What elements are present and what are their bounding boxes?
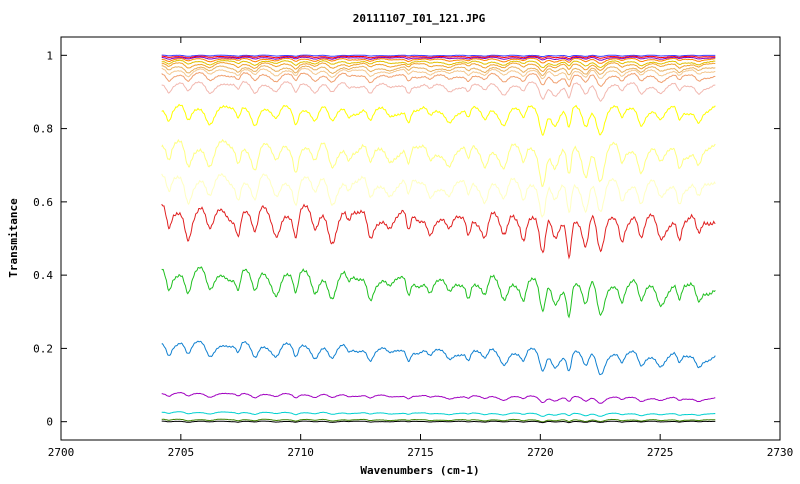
series-line — [161, 391, 716, 404]
x-tick-label: 2730 — [767, 446, 794, 459]
series-line — [161, 56, 716, 61]
x-tick-label: 2705 — [168, 446, 195, 459]
x-tick-label: 2700 — [48, 446, 75, 459]
series-line — [161, 138, 716, 188]
series-line — [161, 55, 716, 60]
chart-title: 20111107_I01_121.JPG — [353, 12, 486, 25]
y-tick-label: 0.8 — [33, 123, 53, 136]
series-line — [161, 67, 716, 81]
y-tick-label: 1 — [46, 49, 53, 62]
series-line — [161, 80, 716, 102]
series-line — [161, 418, 716, 423]
y-tick-label: 0.2 — [33, 342, 53, 355]
series-line — [161, 57, 716, 64]
series-line — [161, 340, 716, 376]
series-line — [161, 71, 716, 88]
series-line — [161, 54, 716, 58]
series-layer — [161, 54, 716, 424]
x-tick-label: 2720 — [527, 446, 554, 459]
x-axis-label: Wavenumbers (cm-1) — [360, 464, 479, 477]
y-tick-label: 0.6 — [33, 196, 53, 209]
series-line — [161, 61, 716, 73]
x-tick-label: 2725 — [647, 446, 674, 459]
y-axis-label: Transmitance — [7, 198, 20, 278]
series-line — [161, 172, 716, 218]
series-line — [161, 266, 716, 319]
y-tick-label: 0 — [46, 416, 53, 429]
series-line — [161, 65, 716, 77]
x-axis-ticks: 2700 2705 2710 2715 2720 2725 2730 — [48, 37, 794, 459]
series-line — [161, 103, 716, 137]
x-tick-label: 2710 — [287, 446, 314, 459]
series-line — [161, 203, 716, 260]
series-line — [161, 420, 716, 424]
series-line — [161, 59, 716, 69]
y-axis-ticks: 0 0.2 0.4 0.6 0.8 1 — [33, 49, 780, 429]
y-tick-label: 0.4 — [33, 269, 53, 282]
x-tick-label: 2715 — [407, 446, 434, 459]
series-line — [161, 411, 716, 417]
